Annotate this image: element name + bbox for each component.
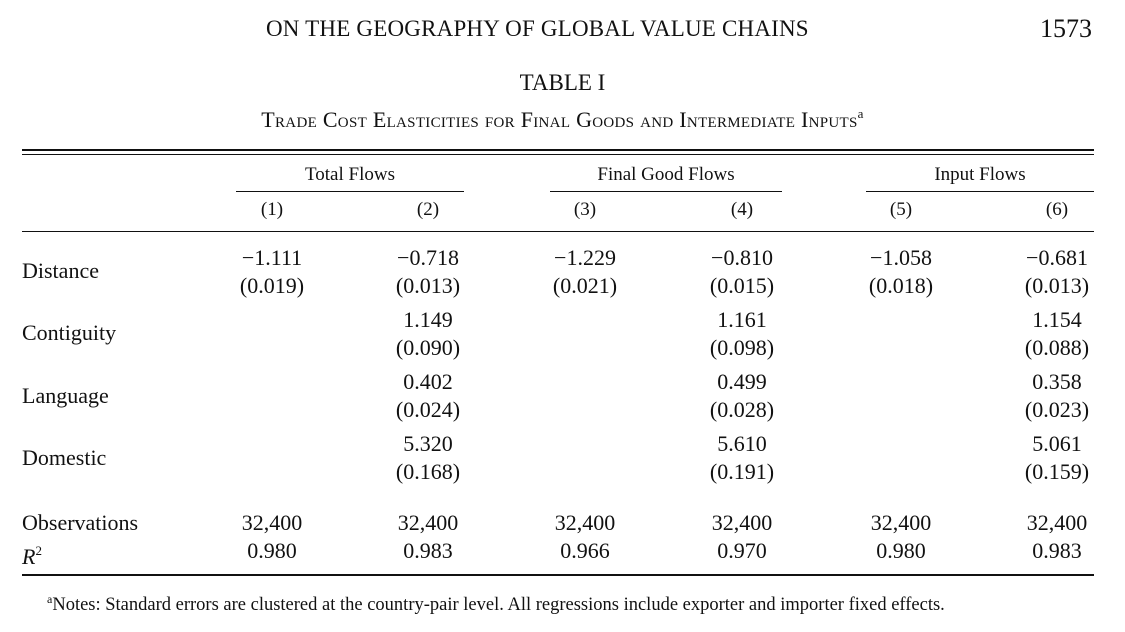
table-cell: 1.154 (0.088) [1007,306,1107,362]
coefficient: −0.681 [1026,245,1088,270]
coefficient: −1.058 [870,245,932,270]
standard-error: (0.191) [709,459,775,484]
observations-value: 32,400 [554,510,616,535]
r-squared-value: 0.980 [876,538,926,563]
row-label-domestic: Domestic [22,445,107,470]
row-label-language: Language [22,383,109,408]
table-top-rule-thin [22,154,1094,155]
column-number-4: (4) [730,199,754,220]
table-cell: 1.149 (0.090) [378,306,478,362]
standard-error: (0.023) [1024,397,1090,422]
standard-error: (0.088) [1024,335,1090,360]
standard-error: (0.024) [395,397,461,422]
table-bottom-rule [22,574,1094,576]
table-cell: −1.229 (0.021) [535,244,635,300]
coefficient: 5.061 [1032,431,1082,456]
standard-error: (0.028) [709,397,775,422]
coefficient: −1.229 [554,245,616,270]
standard-error: (0.159) [1024,459,1090,484]
standard-error: (0.098) [709,335,775,360]
notes-footnote-marker: a [47,592,53,606]
row-label-contiguity: Contiguity [22,320,117,345]
coefficient: 1.161 [717,307,767,332]
coefficient: 1.154 [1032,307,1082,332]
table-label: TABLE I [519,70,606,95]
table-cell: 0.402 (0.024) [378,368,478,424]
group-rule-final [550,191,782,192]
group-label-final: Final Good Flows [597,164,735,185]
standard-error: (0.015) [709,273,775,298]
row-label-observations: Observations [22,510,139,535]
table-cell: 32,400 0.980 [222,509,322,565]
column-number-2: (2) [416,199,440,220]
coefficient: −0.810 [711,245,773,270]
group-label-input: Input Flows [934,164,1026,185]
caption-footnote-marker: a [857,106,864,121]
table-cell: −1.111 (0.019) [222,244,322,300]
running-title: ON THE GEOGRAPHY OF GLOBAL VALUE CHAINS [266,16,809,41]
coefficient: 5.320 [403,431,453,456]
observations-value: 32,400 [870,510,932,535]
table-cell: 1.161 (0.098) [692,306,792,362]
table-cell: 5.610 (0.191) [692,430,792,486]
table-cell: −1.058 (0.018) [851,244,951,300]
table-cell: 0.358 (0.023) [1007,368,1107,424]
standard-error: (0.018) [868,273,934,298]
table-notes: aNotes: Standard errors are clustered at… [47,592,945,616]
observations-value: 32,400 [241,510,303,535]
observations-value: 32,400 [711,510,773,535]
row-label-r-squared: R2 [22,537,42,571]
table-cell: −0.718 (0.013) [378,244,478,300]
standard-error: (0.021) [552,273,618,298]
coefficient: 1.149 [403,307,453,332]
table-top-rule [22,149,1094,151]
standard-error: (0.168) [395,459,461,484]
coefficient: 0.402 [403,369,453,394]
coefficient: 0.358 [1032,369,1082,394]
coefficient: −1.111 [241,245,303,270]
table-cell: 5.061 (0.159) [1007,430,1107,486]
standard-error: (0.013) [395,273,461,298]
column-number-3: (3) [573,199,597,220]
observations-value: 32,400 [1026,510,1088,535]
table-cell: 0.499 (0.028) [692,368,792,424]
column-number-6: (6) [1045,199,1069,220]
page-number: 1573 [1040,14,1092,43]
group-label-total: Total Flows [305,164,395,185]
row-label-distance: Distance [22,258,99,283]
column-number-1: (1) [260,199,284,220]
r-squared-value: 0.983 [1032,538,1082,563]
notes-text: Notes: Standard errors are clustered at … [52,595,945,615]
r-squared-exponent: 2 [35,543,42,558]
r-squared-value: 0.980 [247,538,297,563]
coefficient: 0.499 [717,369,767,394]
group-rule-total [236,191,464,192]
table-cell: 32,400 0.970 [692,509,792,565]
r-squared-value: 0.966 [560,538,610,563]
table-cell: −0.810 (0.015) [692,244,792,300]
table-caption-text: Trade Cost Elasticities for Final Goods … [261,107,858,132]
table-cell: 32,400 0.983 [378,509,478,565]
column-number-5: (5) [889,199,913,220]
standard-error: (0.019) [239,273,305,298]
coefficient: 5.610 [717,431,767,456]
observations-value: 32,400 [397,510,459,535]
table-cell: 32,400 0.983 [1007,509,1107,565]
table-cell: 5.320 (0.168) [378,430,478,486]
standard-error: (0.013) [1024,273,1090,298]
group-rule-input [866,191,1094,192]
coefficient: −0.718 [397,245,459,270]
r-squared-value: 0.983 [403,538,453,563]
table-header-rule [22,231,1094,232]
table-cell: −0.681 (0.013) [1007,244,1107,300]
running-head: ON THE GEOGRAPHY OF GLOBAL VALUE CHAINS … [0,14,1125,46]
table-cell: 32,400 0.980 [851,509,951,565]
table-caption: Trade Cost Elasticities for Final Goods … [0,106,1125,133]
r-squared-symbol: R [22,544,36,569]
table-cell: 32,400 0.966 [535,509,635,565]
standard-error: (0.090) [395,335,461,360]
r-squared-value: 0.970 [717,538,767,563]
